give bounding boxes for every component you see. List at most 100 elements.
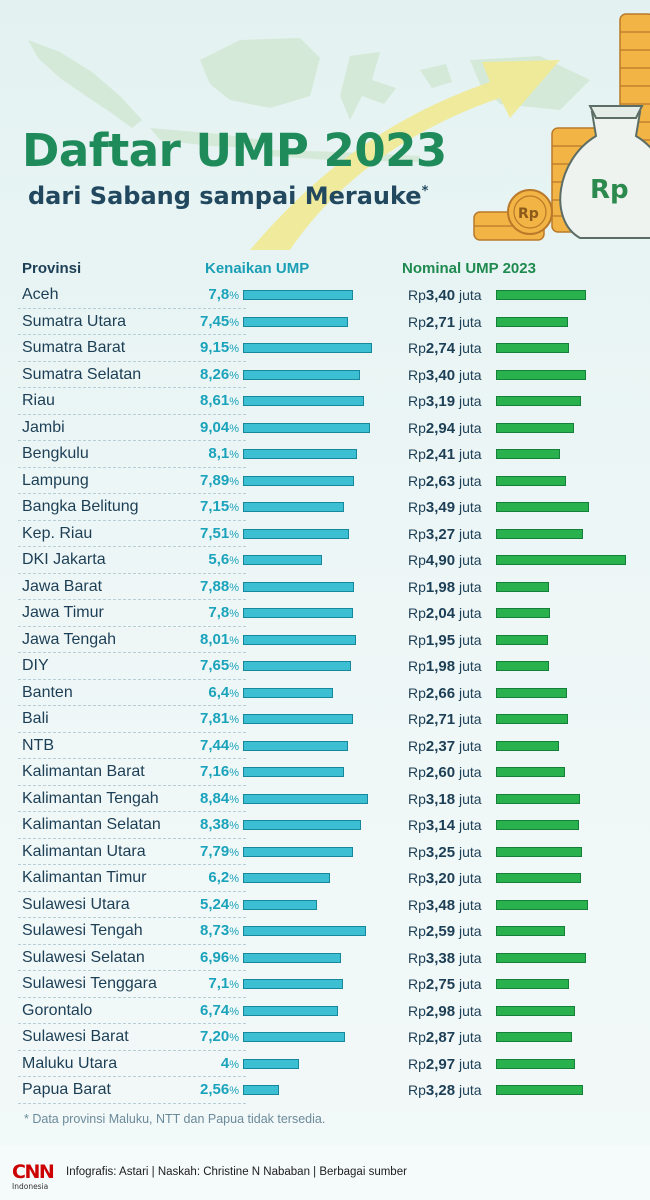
currency-prefix: Rp bbox=[408, 552, 426, 568]
table-row: Sulawesi Selatan 6,96% Rp3,38 juta bbox=[0, 945, 650, 972]
percent-symbol: % bbox=[229, 369, 239, 382]
percent-symbol: % bbox=[229, 661, 239, 673]
province-label: Sulawesi Selatan bbox=[22, 948, 145, 966]
increase-value: 2,56% bbox=[200, 1081, 239, 1100]
table-row: Jawa Barat 7,88% Rp1,98 juta bbox=[0, 574, 650, 601]
currency-prefix: Rp bbox=[408, 313, 426, 330]
nominal-value: Rp1,98 juta bbox=[408, 657, 482, 676]
increase-number: 8,61 bbox=[200, 392, 230, 409]
increase-number: 7,1 bbox=[208, 975, 230, 992]
nominal-bar bbox=[496, 1058, 575, 1069]
nominal-number: 1,98 bbox=[425, 658, 456, 675]
nominal-bar bbox=[496, 767, 565, 777]
nominal-number: 2,59 bbox=[425, 923, 456, 940]
nominal-bar bbox=[496, 634, 548, 645]
table-row: Kalimantan Tengah 8,84% Rp3,18 juta bbox=[0, 786, 650, 813]
increase-bar bbox=[243, 1058, 300, 1069]
percent-symbol: % bbox=[229, 555, 239, 567]
nominal-bar bbox=[496, 608, 551, 618]
province-label: Sulawesi Utara bbox=[22, 895, 130, 913]
increase-value: 7,44% bbox=[200, 737, 239, 756]
increase-value: 6,96% bbox=[200, 949, 239, 968]
percent-symbol: % bbox=[229, 740, 239, 753]
increase-bar bbox=[243, 873, 331, 883]
footer: CNN Indonesia Infografis: Astari | Naska… bbox=[0, 1146, 650, 1200]
nominal-value: Rp2,94 juta bbox=[408, 419, 482, 438]
nominal-value: Rp3,38 juta bbox=[408, 949, 482, 968]
province-label: Banten bbox=[22, 683, 73, 701]
nominal-value: Rp2,71 juta bbox=[408, 710, 482, 729]
currency-prefix: Rp bbox=[408, 790, 426, 807]
table-row: Sumatra Barat 9,15% Rp2,74 juta bbox=[0, 335, 650, 362]
nominal-value: Rp1,98 juta bbox=[408, 578, 482, 597]
increase-number: 5,6 bbox=[208, 551, 230, 568]
increase-bar bbox=[243, 555, 322, 565]
increase-number: 6,74 bbox=[200, 1001, 230, 1019]
increase-number: 8,84 bbox=[200, 789, 230, 807]
nominal-number: 3,48 bbox=[425, 896, 456, 914]
nominal-value: Rp2,98 juta bbox=[408, 1002, 482, 1021]
percent-symbol: % bbox=[229, 343, 239, 355]
currency-prefix: Rp bbox=[408, 1029, 426, 1045]
province-label: Jawa Tengah bbox=[22, 630, 116, 648]
currency-suffix: juta bbox=[459, 790, 482, 807]
currency-prefix: Rp bbox=[408, 393, 426, 409]
increase-number: 7,45 bbox=[200, 312, 230, 330]
nominal-number: 3,19 bbox=[425, 393, 456, 410]
nominal-value: Rp2,87 juta bbox=[408, 1028, 482, 1047]
percent-symbol: % bbox=[229, 873, 239, 885]
percent-symbol: % bbox=[229, 1032, 239, 1044]
rp-coin-icon: Rp bbox=[507, 189, 553, 235]
nominal-bar bbox=[496, 740, 559, 751]
nominal-number: 2,74 bbox=[425, 340, 456, 357]
increase-number: 8,01 bbox=[200, 630, 230, 648]
increase-number: 8,26 bbox=[200, 365, 230, 383]
increase-number: 7,65 bbox=[200, 657, 230, 674]
province-label: DKI Jakarta bbox=[22, 551, 106, 568]
cnn-logo-icon: CNN Indonesia bbox=[12, 1161, 55, 1191]
table-row: NTB 7,44% Rp2,37 juta bbox=[0, 733, 650, 760]
increase-bar bbox=[243, 528, 349, 539]
nominal-value: Rp3,18 juta bbox=[408, 790, 482, 809]
currency-suffix: juta bbox=[459, 923, 482, 939]
increase-value: 7,65% bbox=[200, 657, 239, 676]
province-label: Sumatra Utara bbox=[22, 312, 127, 330]
increase-bar bbox=[243, 634, 356, 645]
increase-value: 5,6% bbox=[208, 551, 239, 570]
nominal-bar bbox=[496, 290, 587, 300]
increase-number: 7,88 bbox=[200, 577, 230, 595]
increase-number: 7,81 bbox=[200, 710, 230, 727]
currency-prefix: Rp bbox=[408, 525, 426, 542]
nominal-bar bbox=[496, 475, 566, 486]
percent-symbol: % bbox=[229, 1058, 239, 1071]
increase-number: 2,56 bbox=[200, 1081, 230, 1098]
currency-suffix: juta bbox=[459, 313, 482, 330]
percent-symbol: % bbox=[229, 634, 239, 647]
currency-prefix: Rp bbox=[408, 499, 426, 515]
province-label: NTB bbox=[22, 736, 54, 754]
table-row: Kep. Riau 7,51% Rp3,27 juta bbox=[0, 521, 650, 548]
currency-suffix: juta bbox=[459, 711, 482, 727]
increase-value: 8,26% bbox=[200, 366, 239, 385]
nominal-number: 3,40 bbox=[425, 287, 456, 304]
increase-bar bbox=[243, 396, 365, 406]
table-row: Bengkulu 8,1% Rp2,41 juta bbox=[0, 441, 650, 468]
nominal-number: 3,49 bbox=[425, 499, 456, 516]
increase-value: 6,2% bbox=[208, 869, 239, 888]
table-row: Jawa Tengah 8,01% Rp1,95 juta bbox=[0, 627, 650, 654]
currency-prefix: Rp bbox=[408, 764, 426, 780]
increase-value: 7,8% bbox=[208, 604, 239, 623]
province-label: Bali bbox=[22, 710, 49, 727]
province-label: Gorontalo bbox=[22, 1001, 93, 1019]
header-illustration: Rp Rp bbox=[0, 0, 650, 250]
nominal-value: Rp2,60 juta bbox=[408, 763, 482, 782]
nominal-value: Rp2,75 juta bbox=[408, 975, 482, 994]
increase-bar bbox=[243, 661, 351, 671]
nominal-bar bbox=[496, 343, 569, 353]
nominal-bar bbox=[496, 422, 574, 433]
table-row: Kalimantan Selatan 8,38% Rp3,14 juta bbox=[0, 812, 650, 839]
percent-symbol: % bbox=[229, 926, 239, 938]
increase-value: 7,15% bbox=[200, 498, 239, 517]
currency-prefix: Rp bbox=[408, 976, 426, 992]
increase-bar bbox=[243, 714, 354, 724]
